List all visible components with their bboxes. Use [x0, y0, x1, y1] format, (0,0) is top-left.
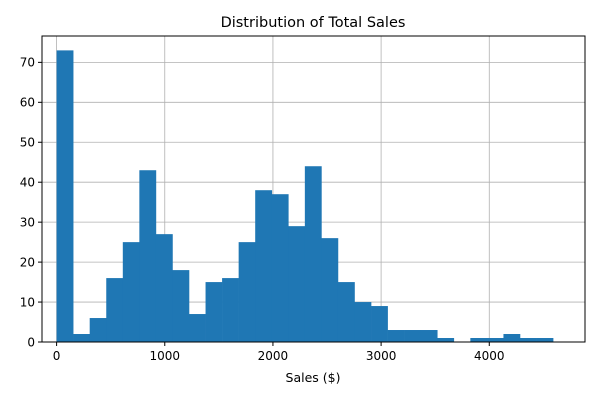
histogram-bar	[205, 282, 223, 342]
histogram-bar	[139, 170, 157, 342]
y-tick-label: 50	[20, 136, 35, 150]
x-tick-label: 1000	[149, 349, 180, 363]
histogram-bar	[519, 338, 537, 342]
histogram-bar	[288, 226, 306, 342]
histogram-bar	[486, 338, 504, 342]
y-tick-label: 20	[20, 255, 35, 269]
histogram-bar	[321, 238, 339, 342]
ticks-layer: 0 1000 2000 3000 4000 0 10 20 30 40 50 60 70	[20, 56, 505, 363]
histogram-bar	[470, 338, 488, 342]
x-tick-label: 2000	[258, 349, 289, 363]
histogram-bar	[238, 242, 256, 342]
histogram-bar	[222, 278, 239, 342]
bars-layer	[56, 50, 554, 343]
histogram-bar	[437, 338, 455, 342]
histogram-bar	[122, 242, 140, 342]
histogram-bar	[404, 330, 421, 342]
y-tick-label: 40	[20, 176, 35, 190]
histogram-bar	[271, 194, 289, 342]
y-tick-label: 0	[27, 335, 35, 349]
x-axis-label: Sales ($)	[286, 370, 341, 385]
y-tick-label: 10	[20, 295, 35, 309]
plot-frame	[41, 35, 586, 343]
histogram-bar	[155, 234, 173, 342]
histogram-bar	[188, 314, 206, 342]
x-tick-label: 3000	[366, 349, 397, 363]
x-tick-label: 0	[53, 349, 61, 363]
histogram-bar	[73, 334, 91, 342]
x-tick-label: 4000	[474, 349, 505, 363]
y-tick-label: 70	[20, 56, 35, 70]
histogram-bar	[255, 190, 273, 342]
histogram-bar	[503, 334, 521, 342]
histogram-bar	[420, 330, 438, 342]
histogram-bar	[337, 282, 355, 342]
histogram-bar	[536, 338, 554, 342]
histogram-bar	[387, 330, 405, 342]
histogram-bar	[304, 166, 322, 342]
y-tick-label: 60	[20, 96, 35, 110]
histogram-bar	[371, 306, 388, 342]
histogram-bar	[56, 50, 74, 343]
histogram-bar	[354, 302, 372, 342]
histogram-bar	[172, 270, 190, 342]
chart-title: Distribution of Total Sales	[221, 15, 406, 31]
histogram-bar	[89, 318, 107, 342]
y-tick-label: 30	[20, 215, 35, 229]
histogram-bar	[106, 278, 124, 342]
